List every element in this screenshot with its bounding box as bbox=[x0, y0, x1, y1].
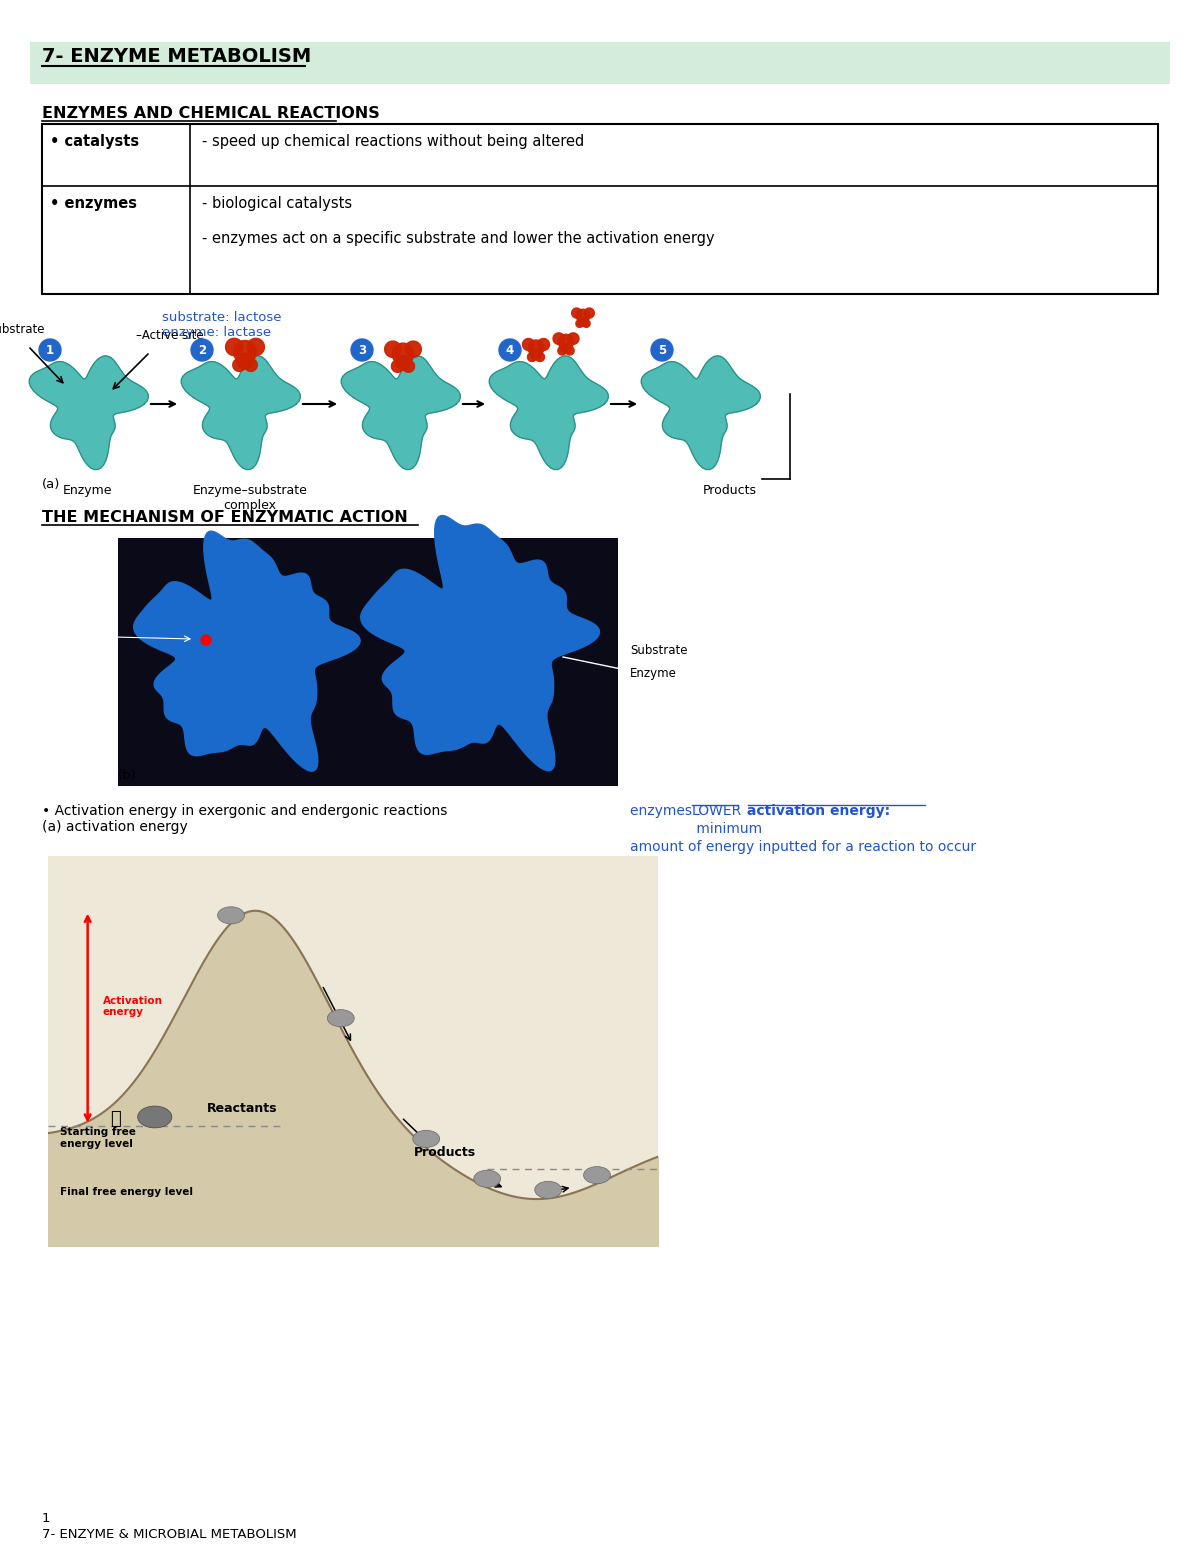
Circle shape bbox=[138, 1106, 172, 1127]
Polygon shape bbox=[558, 334, 574, 349]
Text: Products: Products bbox=[703, 485, 757, 497]
Polygon shape bbox=[565, 346, 574, 356]
Polygon shape bbox=[578, 317, 588, 326]
Text: LOWER: LOWER bbox=[692, 804, 743, 818]
Text: • Activation energy in exergonic and endergonic reactions
(a) activation energy: • Activation energy in exergonic and end… bbox=[42, 804, 448, 834]
Text: Substrate: Substrate bbox=[0, 323, 44, 335]
Text: substrate: lactose
enzyme: lactase: substrate: lactose enzyme: lactase bbox=[162, 311, 282, 339]
Text: 2: 2 bbox=[198, 343, 206, 357]
Polygon shape bbox=[641, 356, 761, 469]
Text: 1: 1 bbox=[46, 343, 54, 357]
Text: THE MECHANISM OF ENZYMATIC ACTION: THE MECHANISM OF ENZYMATIC ACTION bbox=[42, 509, 408, 525]
Text: 5: 5 bbox=[658, 343, 666, 357]
Text: Enzyme: Enzyme bbox=[630, 668, 677, 680]
Polygon shape bbox=[522, 339, 534, 351]
Text: Substrate: Substrate bbox=[630, 643, 688, 657]
Polygon shape bbox=[341, 356, 461, 469]
Polygon shape bbox=[392, 343, 414, 365]
Text: (b): (b) bbox=[118, 769, 137, 783]
Text: Enzyme–substrate
complex: Enzyme–substrate complex bbox=[192, 485, 307, 512]
Polygon shape bbox=[402, 360, 414, 373]
Circle shape bbox=[202, 635, 211, 644]
Polygon shape bbox=[558, 346, 566, 356]
Polygon shape bbox=[535, 353, 545, 362]
Polygon shape bbox=[247, 339, 264, 356]
Text: enzymes: enzymes bbox=[630, 804, 696, 818]
Polygon shape bbox=[538, 339, 550, 351]
Polygon shape bbox=[528, 340, 544, 356]
Text: • catalysts: • catalysts bbox=[50, 134, 139, 149]
Polygon shape bbox=[226, 339, 242, 356]
Circle shape bbox=[191, 339, 214, 360]
Polygon shape bbox=[560, 343, 571, 354]
Circle shape bbox=[217, 907, 245, 924]
Polygon shape bbox=[576, 309, 589, 323]
Polygon shape bbox=[29, 356, 149, 469]
Text: Starting free
energy level: Starting free energy level bbox=[60, 1127, 136, 1149]
Text: Products: Products bbox=[414, 1146, 476, 1159]
Polygon shape bbox=[406, 342, 421, 357]
Text: • enzymes: • enzymes bbox=[50, 196, 137, 211]
Polygon shape bbox=[530, 349, 541, 360]
Text: amount of energy inputted for a reaction to occur: amount of energy inputted for a reaction… bbox=[630, 840, 976, 854]
Text: 7- ENZYME METABOLISM: 7- ENZYME METABOLISM bbox=[42, 47, 311, 65]
Text: –Active site: –Active site bbox=[136, 329, 204, 342]
Text: activation energy:: activation energy: bbox=[742, 804, 890, 818]
Polygon shape bbox=[181, 356, 300, 469]
Polygon shape bbox=[490, 356, 608, 469]
Polygon shape bbox=[553, 332, 564, 345]
Circle shape bbox=[535, 1182, 562, 1199]
Bar bbox=[30, 42, 1170, 84]
Text: Substrate: Substrate bbox=[53, 631, 110, 643]
Text: 🚶: 🚶 bbox=[109, 1109, 120, 1127]
Polygon shape bbox=[528, 353, 536, 362]
Circle shape bbox=[474, 1169, 500, 1188]
Polygon shape bbox=[234, 340, 257, 363]
Circle shape bbox=[650, 339, 673, 360]
Polygon shape bbox=[582, 320, 590, 328]
Circle shape bbox=[38, 339, 61, 360]
Polygon shape bbox=[133, 531, 360, 772]
Polygon shape bbox=[571, 307, 582, 318]
Text: 1: 1 bbox=[42, 1513, 50, 1525]
Circle shape bbox=[583, 1166, 611, 1183]
Text: - biological catalysts

- enzymes act on a specific substrate and lower the acti: - biological catalysts - enzymes act on … bbox=[202, 196, 715, 245]
Polygon shape bbox=[238, 354, 253, 370]
Text: 3: 3 bbox=[358, 343, 366, 357]
Text: Reactants: Reactants bbox=[206, 1103, 277, 1115]
Polygon shape bbox=[233, 359, 246, 371]
Circle shape bbox=[499, 339, 521, 360]
Text: minimum: minimum bbox=[692, 822, 762, 836]
Circle shape bbox=[352, 339, 373, 360]
Text: Activation
energy: Activation energy bbox=[103, 995, 163, 1017]
Polygon shape bbox=[576, 320, 583, 328]
Polygon shape bbox=[361, 516, 600, 770]
Polygon shape bbox=[245, 359, 257, 371]
Circle shape bbox=[328, 1009, 354, 1027]
Bar bbox=[118, 537, 618, 786]
Bar bbox=[42, 124, 1158, 294]
Polygon shape bbox=[568, 332, 578, 345]
Text: ENZYMES AND CHEMICAL REACTIONS: ENZYMES AND CHEMICAL REACTIONS bbox=[42, 106, 379, 121]
Text: 7- ENZYME & MICROBIAL METABOLISM: 7- ENZYME & MICROBIAL METABOLISM bbox=[42, 1528, 296, 1541]
Text: Final free energy level: Final free energy level bbox=[60, 1186, 193, 1196]
Text: - speed up chemical reactions without being altered: - speed up chemical reactions without be… bbox=[202, 134, 584, 149]
Text: Enzyme: Enzyme bbox=[64, 485, 113, 497]
Text: (a): (a) bbox=[42, 478, 60, 491]
Polygon shape bbox=[396, 356, 410, 370]
Text: 4: 4 bbox=[506, 343, 514, 357]
Polygon shape bbox=[391, 360, 403, 373]
Polygon shape bbox=[584, 307, 594, 318]
Circle shape bbox=[413, 1131, 439, 1148]
Polygon shape bbox=[385, 342, 401, 357]
